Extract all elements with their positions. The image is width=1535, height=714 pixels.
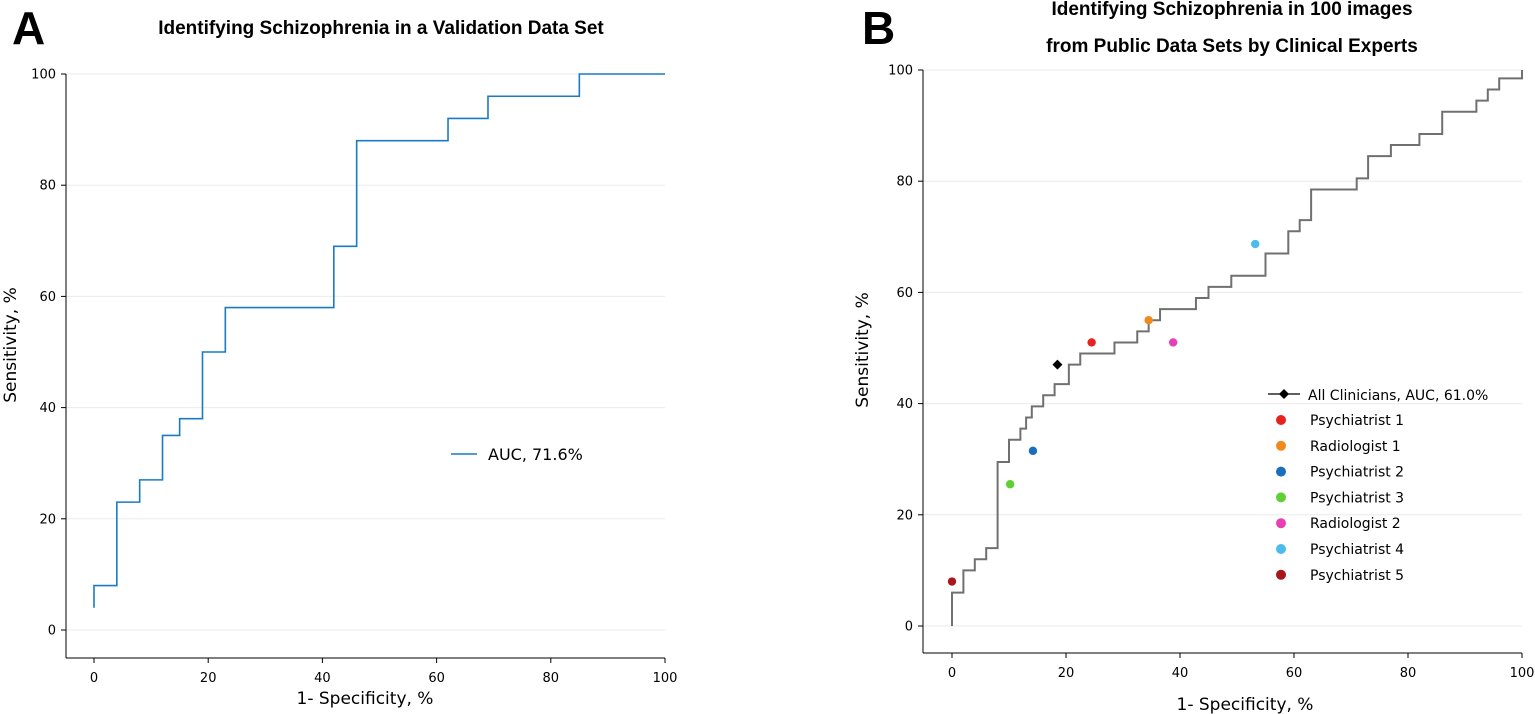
- panel-b-legend-swatch-psychiatrist-2: [1276, 466, 1286, 477]
- panel-a-x-axis-label: 1- Specificity, %: [297, 689, 434, 709]
- panel-b-y-tick-label-20: 20: [896, 508, 913, 523]
- panel-b-legend-label-psychiatrist-2: Psychiatrist 2: [1310, 465, 1404, 481]
- panel-b-y-tick-label-40: 40: [896, 397, 913, 412]
- panel-b-point-radiologist-2: [1168, 338, 1178, 347]
- panel-a-y-tick-label-80: 80: [39, 179, 56, 194]
- panel-a-y-axis-label: Sensitivity, %: [1, 287, 21, 402]
- panel-a-y-tick-label-20: 20: [39, 512, 56, 527]
- panel-b-point-psychiatrist-5: [947, 577, 957, 586]
- panel-b-legend-swatch-radiologist-1: [1276, 440, 1286, 451]
- panel-b-legend-label-radiologist-1: Radiologist 1: [1310, 439, 1401, 455]
- panel-b-legend-swatch-psychiatrist-3: [1276, 492, 1286, 503]
- panel-b-legend-label-all-clinicians: All Clinicians, AUC, 61.0%: [1308, 388, 1488, 404]
- panel-a-letter: A: [12, 2, 45, 54]
- panel-b-legend-label-psychiatrist-4: Psychiatrist 4: [1310, 542, 1404, 558]
- panel-b-point-psychiatrist-2: [1028, 446, 1038, 456]
- panel-a-y-tick-label-0: 0: [48, 624, 56, 639]
- panel-b-legend-label-radiologist-2: Radiologist 2: [1310, 516, 1401, 532]
- panel-b-legend-swatch-psychiatrist-4: [1276, 544, 1286, 554]
- panel-b-x-tick-label-60: 60: [1286, 666, 1303, 681]
- panel-b-x-axis-label: 1- Specificity, %: [1177, 695, 1314, 714]
- panel-a-title: Identifying Schizophrenia in a Validatio…: [158, 18, 604, 39]
- panel-b-roc-curve: [951, 70, 1523, 626]
- panel-b-y-tick-label-60: 60: [896, 286, 913, 301]
- panel-b-point-radiologist-1: [1144, 316, 1153, 325]
- panel-b-all-clinicians-diamond: [1052, 359, 1063, 370]
- panel-a-roc-curve: [93, 73, 665, 608]
- panel-b-legend-label-psychiatrist-1: Psychiatrist 1: [1310, 413, 1404, 429]
- panel-b-legend-diamond-swatch: [1279, 389, 1289, 399]
- panel-a-x-tick-label-0: 0: [90, 671, 98, 686]
- panel-a-x-tick-label-40: 40: [314, 671, 331, 686]
- panel-b-point-psychiatrist-3: [1005, 480, 1015, 489]
- panel-a-x-tick-label-80: 80: [543, 671, 560, 686]
- panel-b-legend-label-psychiatrist-5: Psychiatrist 5: [1310, 568, 1404, 584]
- panel-a-y-tick-label-100: 100: [31, 68, 56, 83]
- panel-b-y-tick-label-0: 0: [905, 620, 913, 635]
- panel-b-x-tick-label-0: 0: [948, 666, 956, 681]
- panel-b-x-tick-label-40: 40: [1172, 666, 1189, 681]
- panel-a-x-tick-label-100: 100: [653, 671, 678, 686]
- panel-b-point-psychiatrist-1: [1087, 338, 1096, 347]
- panel-b-x-tick-label-20: 20: [1058, 666, 1075, 681]
- panel-b-title-line1: Identifying Schizophrenia in 100 images: [1051, 0, 1412, 20]
- panel-a-legend-label: AUC, 71.6%: [488, 445, 583, 464]
- panel-a-y-tick-label-60: 60: [39, 290, 56, 305]
- panel-b-legend-swatch-radiologist-2: [1276, 518, 1286, 529]
- panel-b-y-tick-label-80: 80: [896, 175, 913, 190]
- panel-b-y-tick-label-100: 100: [888, 64, 913, 79]
- panel-b-y-axis-label: Sensitivity, %: [853, 292, 873, 407]
- panel-b-x-tick-label-80: 80: [1400, 666, 1417, 681]
- panel-b-title-line2: from Public Data Sets by Clinical Expert…: [1046, 36, 1418, 57]
- panel-a-x-tick-label-20: 20: [200, 671, 217, 686]
- panel-b-plot: 0 20 40 60 80 100 0 20 40 60 80 100 All Clinicians, …: [888, 64, 1534, 682]
- panel-b-letter: B: [862, 2, 895, 54]
- panel-b-x-tick-label-100: 100: [1510, 666, 1535, 681]
- panel-b-legend-swatch-psychiatrist-5: [1276, 569, 1286, 580]
- panel-b-legend-swatch-psychiatrist-1: [1276, 415, 1286, 425]
- panel-b-legend-label-psychiatrist-3: Psychiatrist 3: [1310, 490, 1404, 506]
- panel-a-plot: 0 20 40 60 80 100 0 20 40 60 80 100 AUC, 71.6%: [31, 68, 677, 687]
- panel-a-x-tick-label-60: 60: [428, 671, 445, 686]
- panel-b-point-psychiatrist-4: [1251, 239, 1260, 249]
- panel-a-y-tick-label-40: 40: [39, 401, 56, 416]
